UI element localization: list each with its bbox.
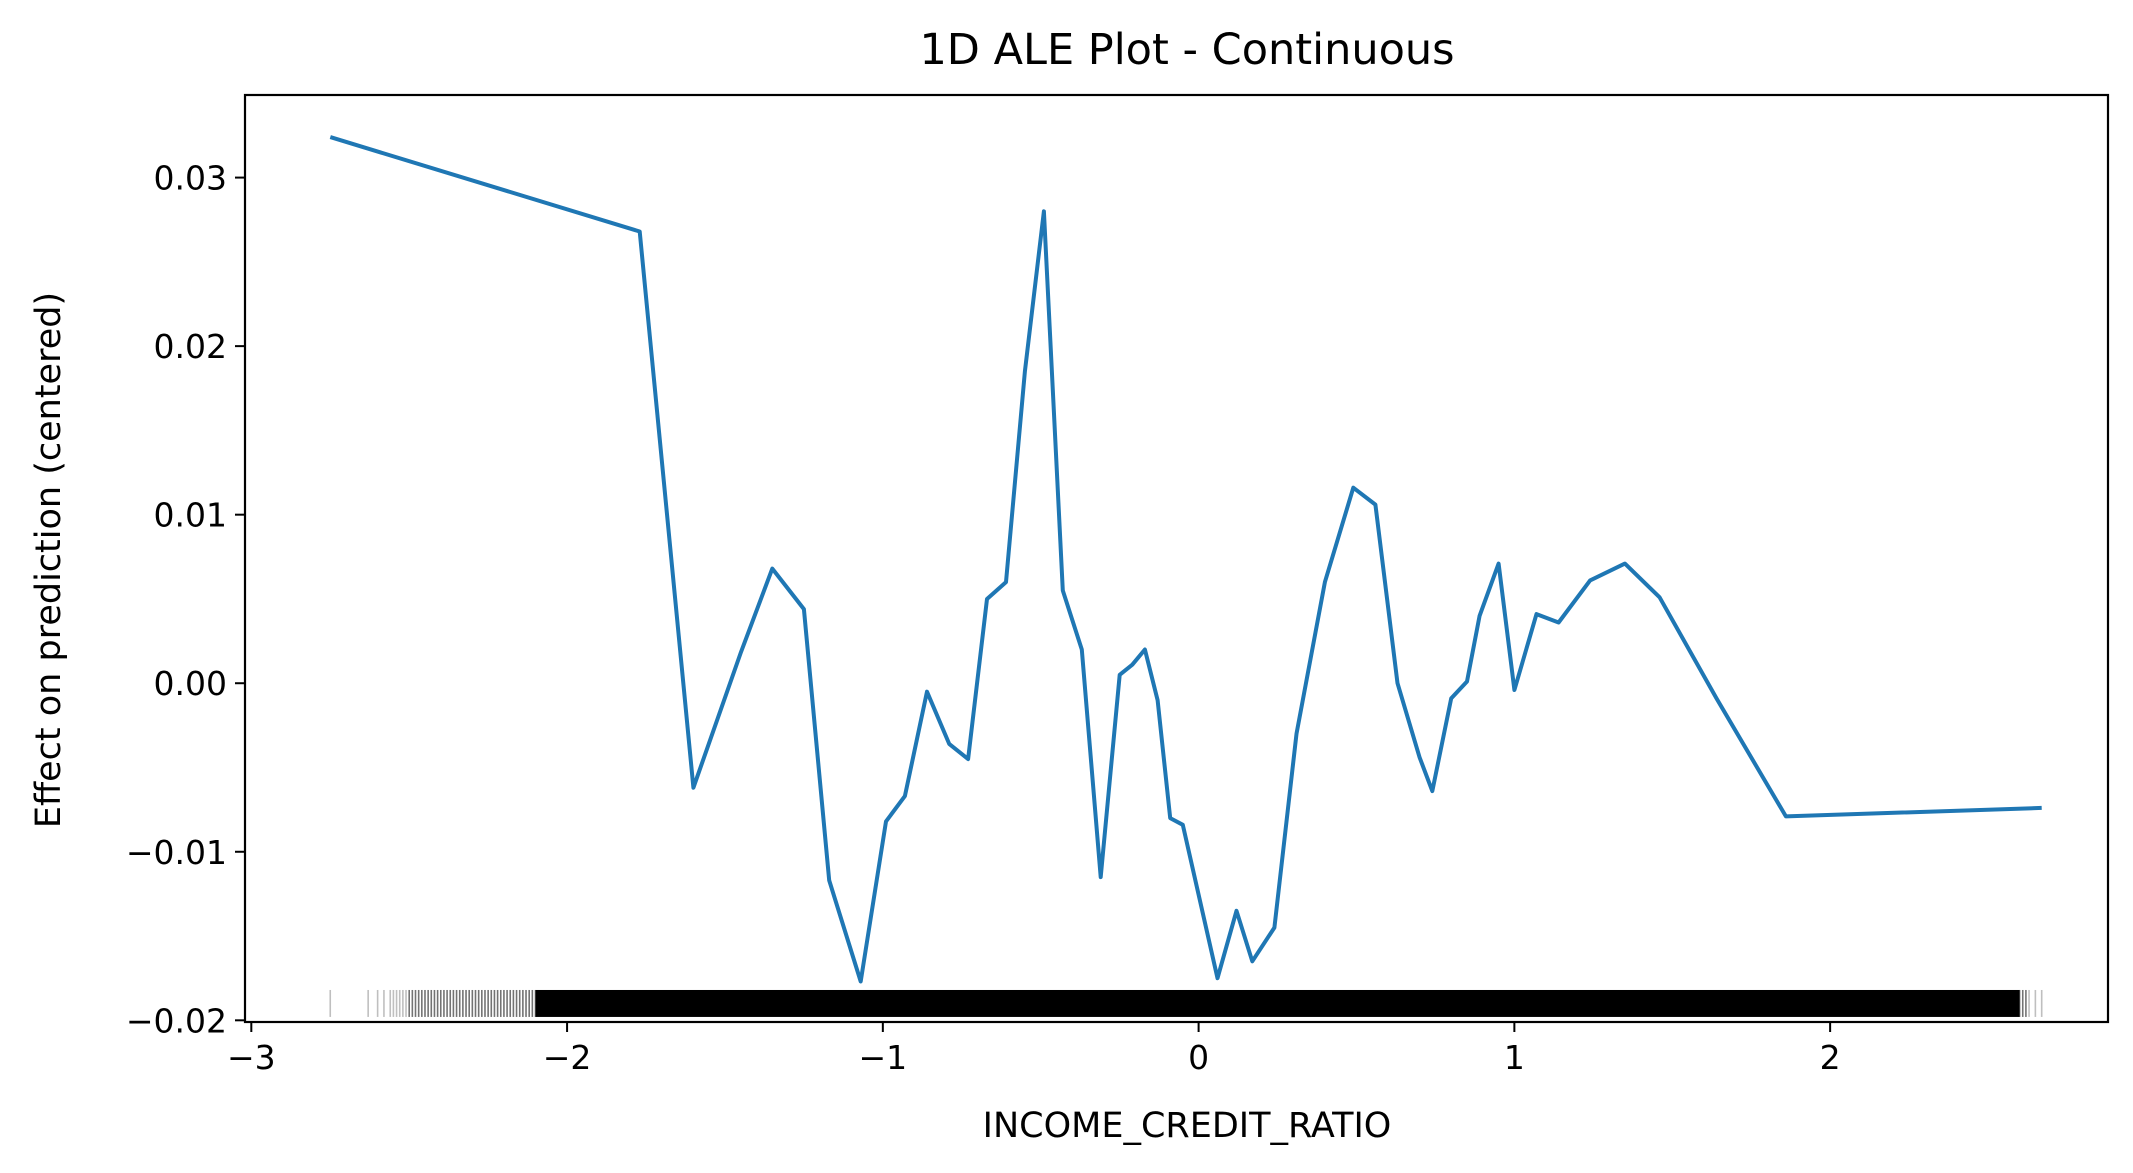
rug-dense-band — [535, 989, 2020, 1017]
plot-frame — [243, 93, 2110, 1024]
y-axis: −0.02 −0.01 0.00 0.01 0.02 0.03 — [126, 159, 245, 1040]
ale-series — [329, 135, 2042, 984]
y-tick-label: −0.01 — [126, 833, 227, 872]
y-tick-label: 0.02 — [154, 327, 227, 366]
x-tick-label: 0 — [1188, 1038, 1209, 1077]
y-tick-label: −0.02 — [126, 1001, 227, 1040]
y-tick-label: 0.01 — [154, 496, 227, 535]
y-axis-label: Effect on prediction (centered) — [29, 292, 69, 828]
x-axis-label: INCOME_CREDIT_RATIO — [983, 1106, 1392, 1146]
x-tick-label: 2 — [1820, 1038, 1841, 1077]
y-tick-label: 0.00 — [154, 664, 227, 703]
x-tick-label: −3 — [227, 1038, 276, 1077]
x-tick-label: 1 — [1504, 1038, 1525, 1077]
y-tick-label: 0.03 — [154, 159, 227, 198]
x-axis: −3 −2 −1 0 1 2 — [227, 1022, 1841, 1077]
x-tick-label: −1 — [859, 1038, 908, 1077]
x-tick-label: −2 — [543, 1038, 592, 1077]
rug-plot — [329, 989, 2043, 1017]
series-line — [329, 135, 2042, 984]
chart-title: 1D ALE Plot - Continuous — [919, 25, 1454, 75]
